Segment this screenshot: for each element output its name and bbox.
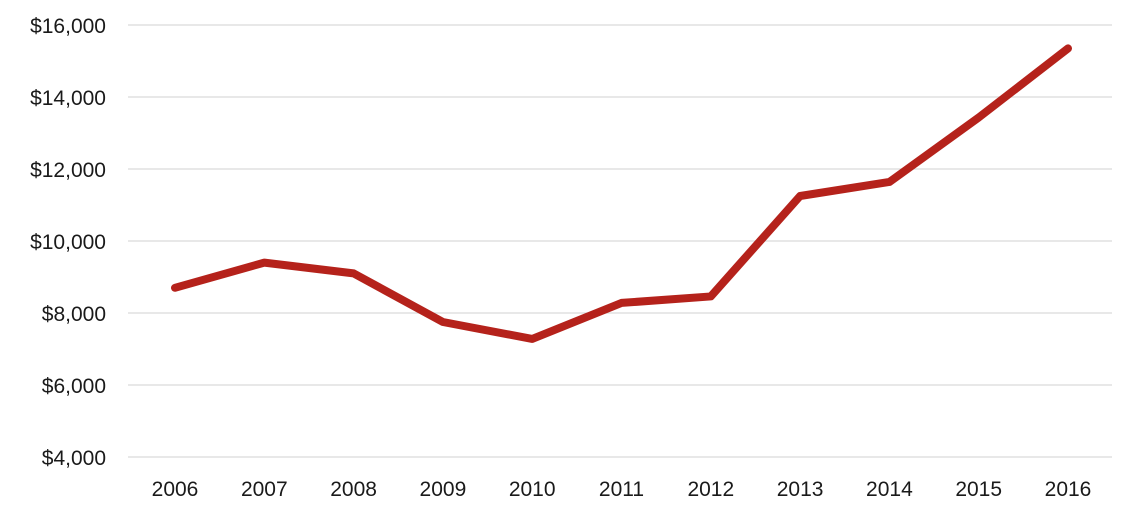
x-tick-label: 2011 xyxy=(599,478,644,501)
x-tick-label: 2006 xyxy=(152,478,199,501)
x-tick-label: 2008 xyxy=(330,478,377,501)
x-tick-label: 2015 xyxy=(955,478,1002,501)
x-tick-label: 2012 xyxy=(687,478,734,501)
x-tick-label: 2007 xyxy=(241,478,288,501)
y-tick-label: $6,000 xyxy=(42,375,106,398)
y-tick-label: $14,000 xyxy=(30,87,106,110)
x-tick-label: 2014 xyxy=(866,478,913,501)
series-line xyxy=(171,44,1072,343)
x-tick-label: 2009 xyxy=(420,478,467,501)
y-tick-label: $12,000 xyxy=(30,159,106,182)
y-tick-label: $16,000 xyxy=(30,15,106,38)
y-tick-label: $10,000 xyxy=(30,231,106,254)
y-axis-tick-labels: $4,000 $6,000 $8,000 $10,000 $12,000 $14,000 $… xyxy=(30,15,106,470)
gridlines xyxy=(128,24,1112,458)
series-layer xyxy=(171,44,1072,343)
x-tick-label: 2013 xyxy=(777,478,824,501)
x-tick-label: 2016 xyxy=(1045,478,1092,501)
x-axis-tick-labels: 2006 2007 2008 2009 2010 2011 2012 2013 2014 2015… xyxy=(152,478,1092,501)
y-tick-label: $4,000 xyxy=(42,447,106,470)
y-tick-label: $8,000 xyxy=(42,303,106,326)
x-tick-label: 2010 xyxy=(509,478,556,501)
